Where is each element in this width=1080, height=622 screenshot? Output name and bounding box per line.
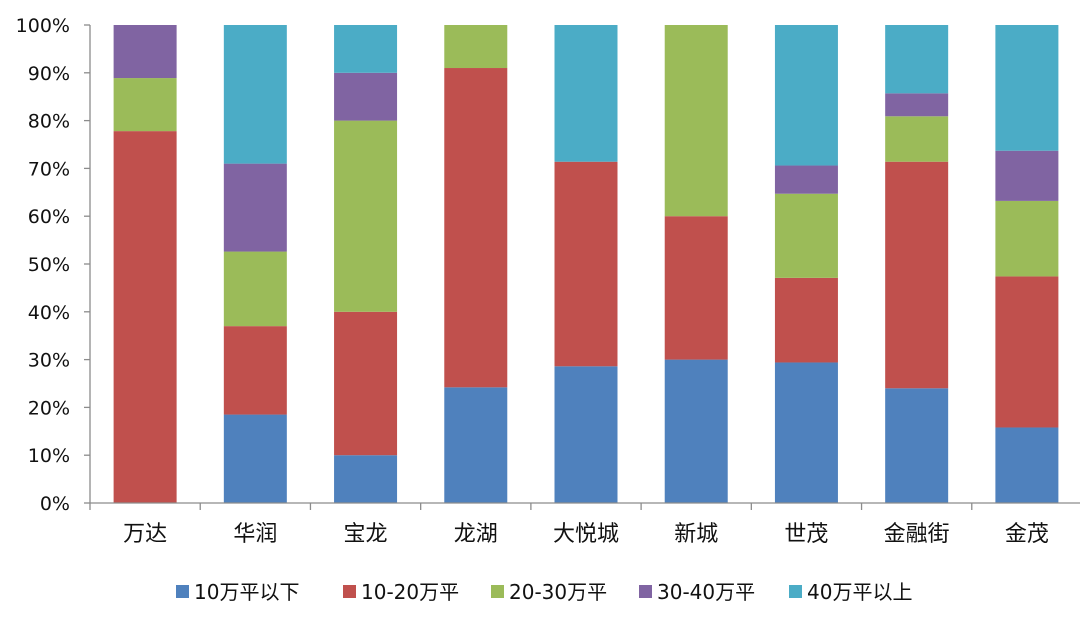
bar-segment: [223, 251, 287, 327]
bar-segment: [334, 72, 398, 121]
y-tick-label: 90%: [28, 63, 70, 85]
x-axis-labels: 万达 华润 宝龙 龙湖 大悦城 新城 世茂 金融街 金茂: [123, 522, 1049, 547]
bar-segment: [554, 161, 618, 367]
bar-segment: [444, 25, 508, 69]
x-tick-label: 金茂: [1005, 522, 1049, 547]
bar-segment: [113, 131, 177, 503]
bar-segment: [774, 165, 838, 194]
y-tick-label: 20%: [28, 397, 70, 419]
bar-segment: [223, 163, 287, 252]
x-tick-label: 华润: [233, 522, 277, 547]
bar-segment: [774, 277, 838, 363]
bar-segment: [554, 366, 618, 503]
bar-segment: [995, 25, 1059, 151]
legend-swatch: [491, 585, 504, 598]
bar-segment: [885, 93, 949, 117]
axes: [89, 25, 1080, 510]
y-tick-label: 10%: [28, 445, 70, 467]
y-tick-label: 50%: [28, 254, 70, 276]
bar-segment: [554, 25, 618, 162]
bar-segment: [113, 25, 177, 79]
bar-segment: [664, 216, 728, 360]
legend-swatch: [789, 585, 802, 598]
bar-segment: [995, 200, 1059, 277]
legend-swatch: [176, 585, 189, 598]
y-tick-label: 70%: [28, 158, 70, 180]
bar-segment: [444, 387, 508, 503]
bar-segment: [774, 193, 838, 278]
bar-segment: [995, 427, 1059, 503]
bar-segment: [885, 25, 949, 94]
legend-label: 40万平以上: [807, 580, 912, 604]
y-tick-label: 60%: [28, 206, 70, 228]
bar-segment: [774, 25, 838, 166]
bar-segment: [995, 150, 1059, 201]
bar-segment: [995, 276, 1059, 428]
bar-segment: [885, 161, 949, 389]
bar-segment: [334, 25, 398, 73]
x-tick-label: 宝龙: [344, 522, 388, 547]
bar-segment: [334, 120, 398, 312]
bar-segment: [885, 388, 949, 503]
bar-segment: [223, 414, 287, 503]
x-tick-label: 龙湖: [454, 522, 498, 547]
y-tick-label: 30%: [28, 350, 70, 372]
y-tick-label: 80%: [28, 111, 70, 133]
bar-segment: [113, 78, 177, 132]
x-tick-label: 金融街: [884, 522, 950, 547]
bar-segment: [334, 311, 398, 456]
legend-label: 20-30万平: [509, 580, 607, 604]
bar-segment: [334, 455, 398, 503]
bars: [113, 25, 1059, 503]
bar-segment: [223, 25, 287, 164]
legend-swatch: [639, 585, 652, 598]
x-tick-label: 万达: [123, 522, 167, 547]
legend: 10万平以下 10-20万平 20-30万平 30-40万平 40万平以上: [176, 580, 912, 604]
legend-label: 10-20万平: [361, 580, 459, 604]
bar-segment: [223, 326, 287, 415]
legend-label: 10万平以下: [194, 580, 299, 604]
bar-segment: [664, 25, 728, 217]
y-tick-label: 40%: [28, 302, 70, 324]
legend-swatch: [343, 585, 356, 598]
x-tick-label: 世茂: [784, 522, 828, 547]
bar-segment: [885, 116, 949, 162]
y-axis-ticks: 0% 10% 20% 30% 40% 50% 60% 70% 80% 90% 100%: [16, 15, 90, 515]
y-tick-label: 0%: [40, 493, 70, 515]
bar-segment: [664, 359, 728, 503]
bar-segment: [774, 362, 838, 503]
bar-segment: [444, 68, 508, 388]
legend-label: 30-40万平: [657, 580, 755, 604]
x-tick-label: 大悦城: [553, 522, 619, 547]
x-tick-label: 新城: [674, 522, 718, 547]
y-tick-label: 100%: [16, 15, 70, 37]
